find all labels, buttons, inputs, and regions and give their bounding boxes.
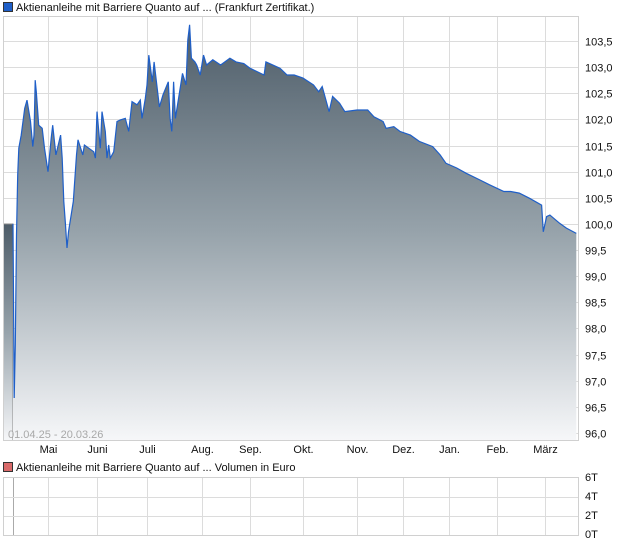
y-tick-label: 101,0 (585, 168, 613, 180)
legend-volume-label: Aktienanleihe mit Barriere Quanto auf ..… (16, 462, 295, 474)
volume-grid (3, 477, 579, 536)
volume-y-tick-label: 6T (585, 472, 598, 484)
price-plot-frame (3, 16, 579, 441)
y-tick-label: 99,0 (585, 272, 606, 284)
y-tick-label: 98,5 (585, 298, 606, 310)
x-tick-label: Dez. (392, 444, 415, 456)
y-tick-label: 99,5 (585, 246, 606, 258)
pre-period-area (3, 223, 13, 441)
y-tick-label: 103,5 (585, 37, 613, 49)
volume-y-axis: 0T 2T 4T 6T (585, 472, 598, 541)
y-tick-label: 101,5 (585, 142, 613, 154)
legend-volume-swatch (3, 462, 13, 472)
y-tick-label: 97,5 (585, 351, 606, 363)
y-tick-label: 102,5 (585, 89, 613, 101)
x-tick-label: Feb. (486, 444, 508, 456)
y-tick-label: 100,5 (585, 194, 613, 206)
volume-y-tick-label: 4T (585, 491, 598, 503)
legend-price-label: Aktienanleihe mit Barriere Quanto auf ..… (16, 2, 314, 14)
x-tick-label: Okt. (293, 444, 313, 456)
price-area (3, 24, 577, 441)
price-y-axis: 96,0 96,5 97,0 97,5 98,0 98,5 99,0 99,5 100,0 100… (585, 37, 613, 441)
y-tick-label: 98,0 (585, 324, 606, 336)
legend-volume: Aktienanleihe mit Barriere Quanto auf ..… (3, 462, 295, 474)
x-tick-label: Jan. (439, 444, 460, 456)
legend-price: Aktienanleihe mit Barriere Quanto auf ..… (3, 2, 314, 14)
y-tick-label: 96,5 (585, 403, 606, 415)
volume-y-tick-label: 0T (585, 529, 598, 541)
x-tick-label: Juli (139, 444, 156, 456)
price-line (12, 24, 577, 399)
x-tick-label: Juni (87, 444, 107, 456)
x-axis: Mai Juni Juli Aug. Sep. Okt. Nov. Dez. Jan. Feb. M… (40, 444, 558, 456)
x-tick-label: Mai (40, 444, 58, 456)
y-tick-label: 103,0 (585, 63, 613, 75)
volume-y-tick-label: 2T (585, 510, 598, 522)
y-tick-label: 100,0 (585, 220, 613, 232)
x-tick-label: März (533, 444, 557, 456)
volume-plot-frame (3, 477, 579, 536)
legend-price-swatch (3, 2, 13, 12)
y-tick-label: 97,0 (585, 377, 606, 389)
price-area-fill (13, 24, 577, 441)
date-range-label: 01.04.25 - 20.03.26 (8, 429, 103, 441)
x-tick-label: Aug. (191, 444, 214, 456)
y-tick-label: 96,0 (585, 429, 606, 441)
y-tick-label: 102,0 (585, 115, 613, 127)
x-tick-label: Sep. (239, 444, 262, 456)
x-tick-label: Nov. (347, 444, 369, 456)
